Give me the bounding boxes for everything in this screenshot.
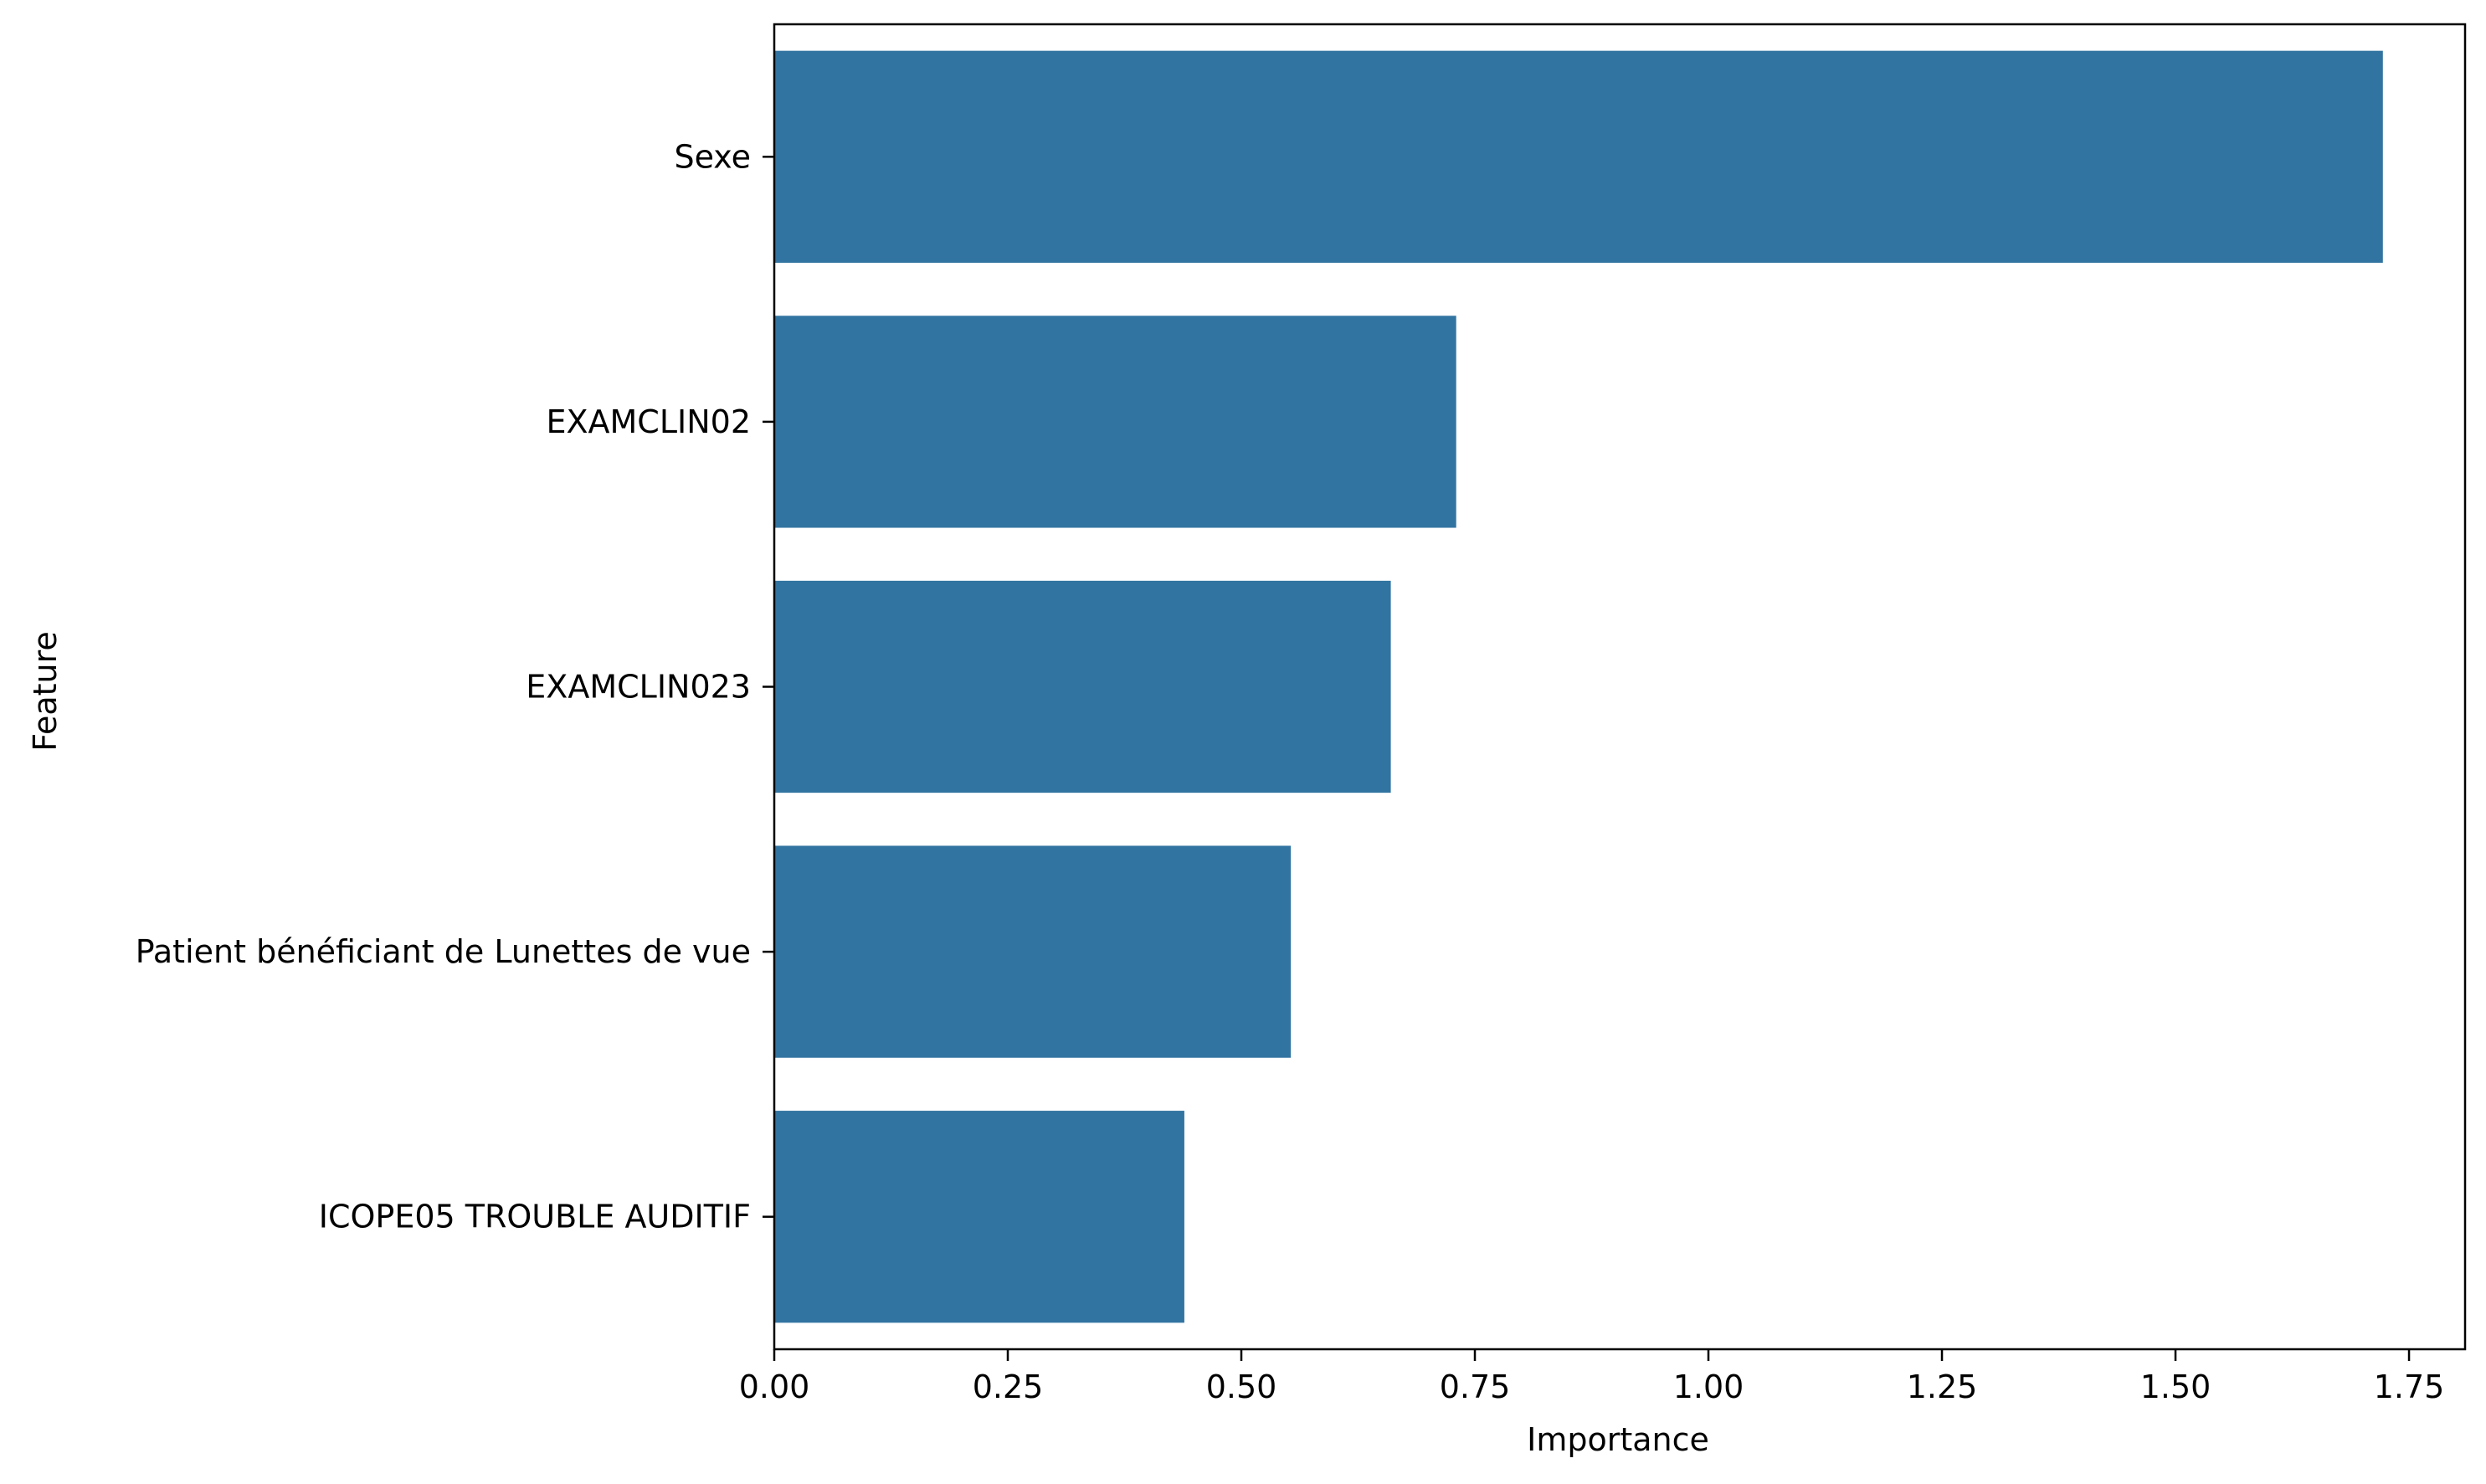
y-tick-label: Patient bénéficiant de Lunettes de vue (136, 933, 751, 970)
y-tick-label: EXAMCLIN02 (546, 403, 751, 440)
ticks-layer: Sexe EXAMCLIN02 EXAMCLIN023 Patient bénéfic… (136, 138, 2445, 1405)
bar (774, 845, 1292, 1058)
bar (774, 50, 2383, 263)
x-tick-label: 0.75 (1440, 1368, 1511, 1405)
x-axis-label: Importance (1527, 1421, 1709, 1458)
y-tick-label: Sexe (674, 138, 751, 175)
x-tick-label: 0.50 (1206, 1368, 1277, 1405)
x-tick-label: 1.75 (2374, 1368, 2445, 1405)
x-tick-label: 0.00 (739, 1368, 810, 1405)
bar (774, 1111, 1184, 1323)
x-tick-label: 1.50 (2140, 1368, 2211, 1405)
y-tick-label: EXAMCLIN023 (526, 669, 751, 706)
x-tick-label: 1.25 (1907, 1368, 1978, 1405)
y-tick-label: ICOPE05 TROUBLE AUDITIF (319, 1199, 751, 1235)
y-axis-label: Feature (27, 631, 64, 752)
bars-layer (774, 50, 2383, 1323)
x-tick-label: 0.25 (973, 1368, 1044, 1405)
bar (774, 580, 1391, 793)
bar (774, 316, 1456, 528)
x-tick-label: 1.00 (1673, 1368, 1744, 1405)
